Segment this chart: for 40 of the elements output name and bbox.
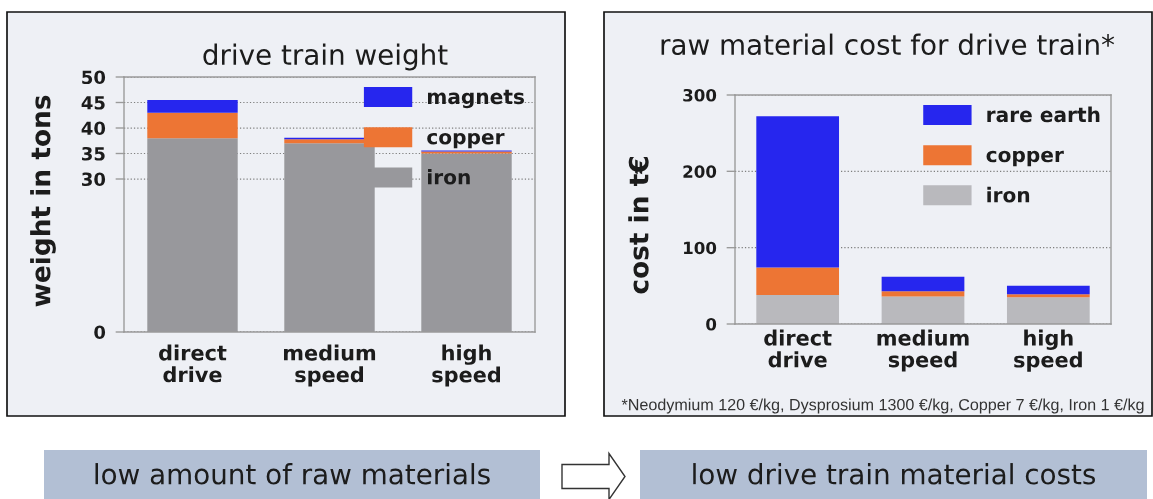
bar [1006,285,1090,295]
y-tick-label: 45 [81,96,105,110]
y-tick-label: 50 [82,70,106,85]
y-tick-label: 35 [82,146,105,161]
bar [881,291,965,297]
y-axis-title: cost in t€ [628,157,649,294]
bar [756,294,840,324]
legend-label: iron [428,169,470,185]
legend-label: magnets [428,89,524,109]
chart-title: raw material cost for drive train* [661,33,1115,56]
text: low drive train material costs [693,463,1096,485]
bar [881,276,965,292]
y-axis-title: weight in tons [30,95,56,307]
y-tick-label: 300 [683,88,717,102]
y-tick-label: 200 [683,165,717,178]
x-tick-label: high speed [432,344,500,387]
bar [756,267,840,295]
bar [756,116,840,268]
y-tick-label: 30 [82,172,106,187]
y-tick-label: 0 [94,325,106,340]
bar [1006,294,1090,298]
x-tick-label: medium speed [877,329,969,372]
legend-label: rare earth [987,106,1100,123]
y-tick-label: 100 [684,241,717,255]
legend-label: copper [986,150,1064,167]
y-tick-label: 0 [706,317,717,331]
y-tick-label: 40 [81,121,106,136]
bar [1006,297,1090,324]
x-tick-label: high speed [1014,329,1082,372]
bar [881,296,965,324]
legend-label: copper [427,132,505,149]
x-tick-label: medium speed [284,344,376,387]
chart-title: drive train weight [203,43,448,71]
text: *Neodymium 120 €/kg, Dysprosium 1300 €/kg, Copper 7 €/kg, Iron 1 €/kg [621,398,1144,414]
text: low amount of raw materials [95,463,490,485]
legend-label: iron [987,186,1030,203]
x-tick-label: direct drive [764,329,832,368]
bar [147,99,238,113]
x-tick-label: direct drive [159,344,227,383]
bar [147,112,238,139]
